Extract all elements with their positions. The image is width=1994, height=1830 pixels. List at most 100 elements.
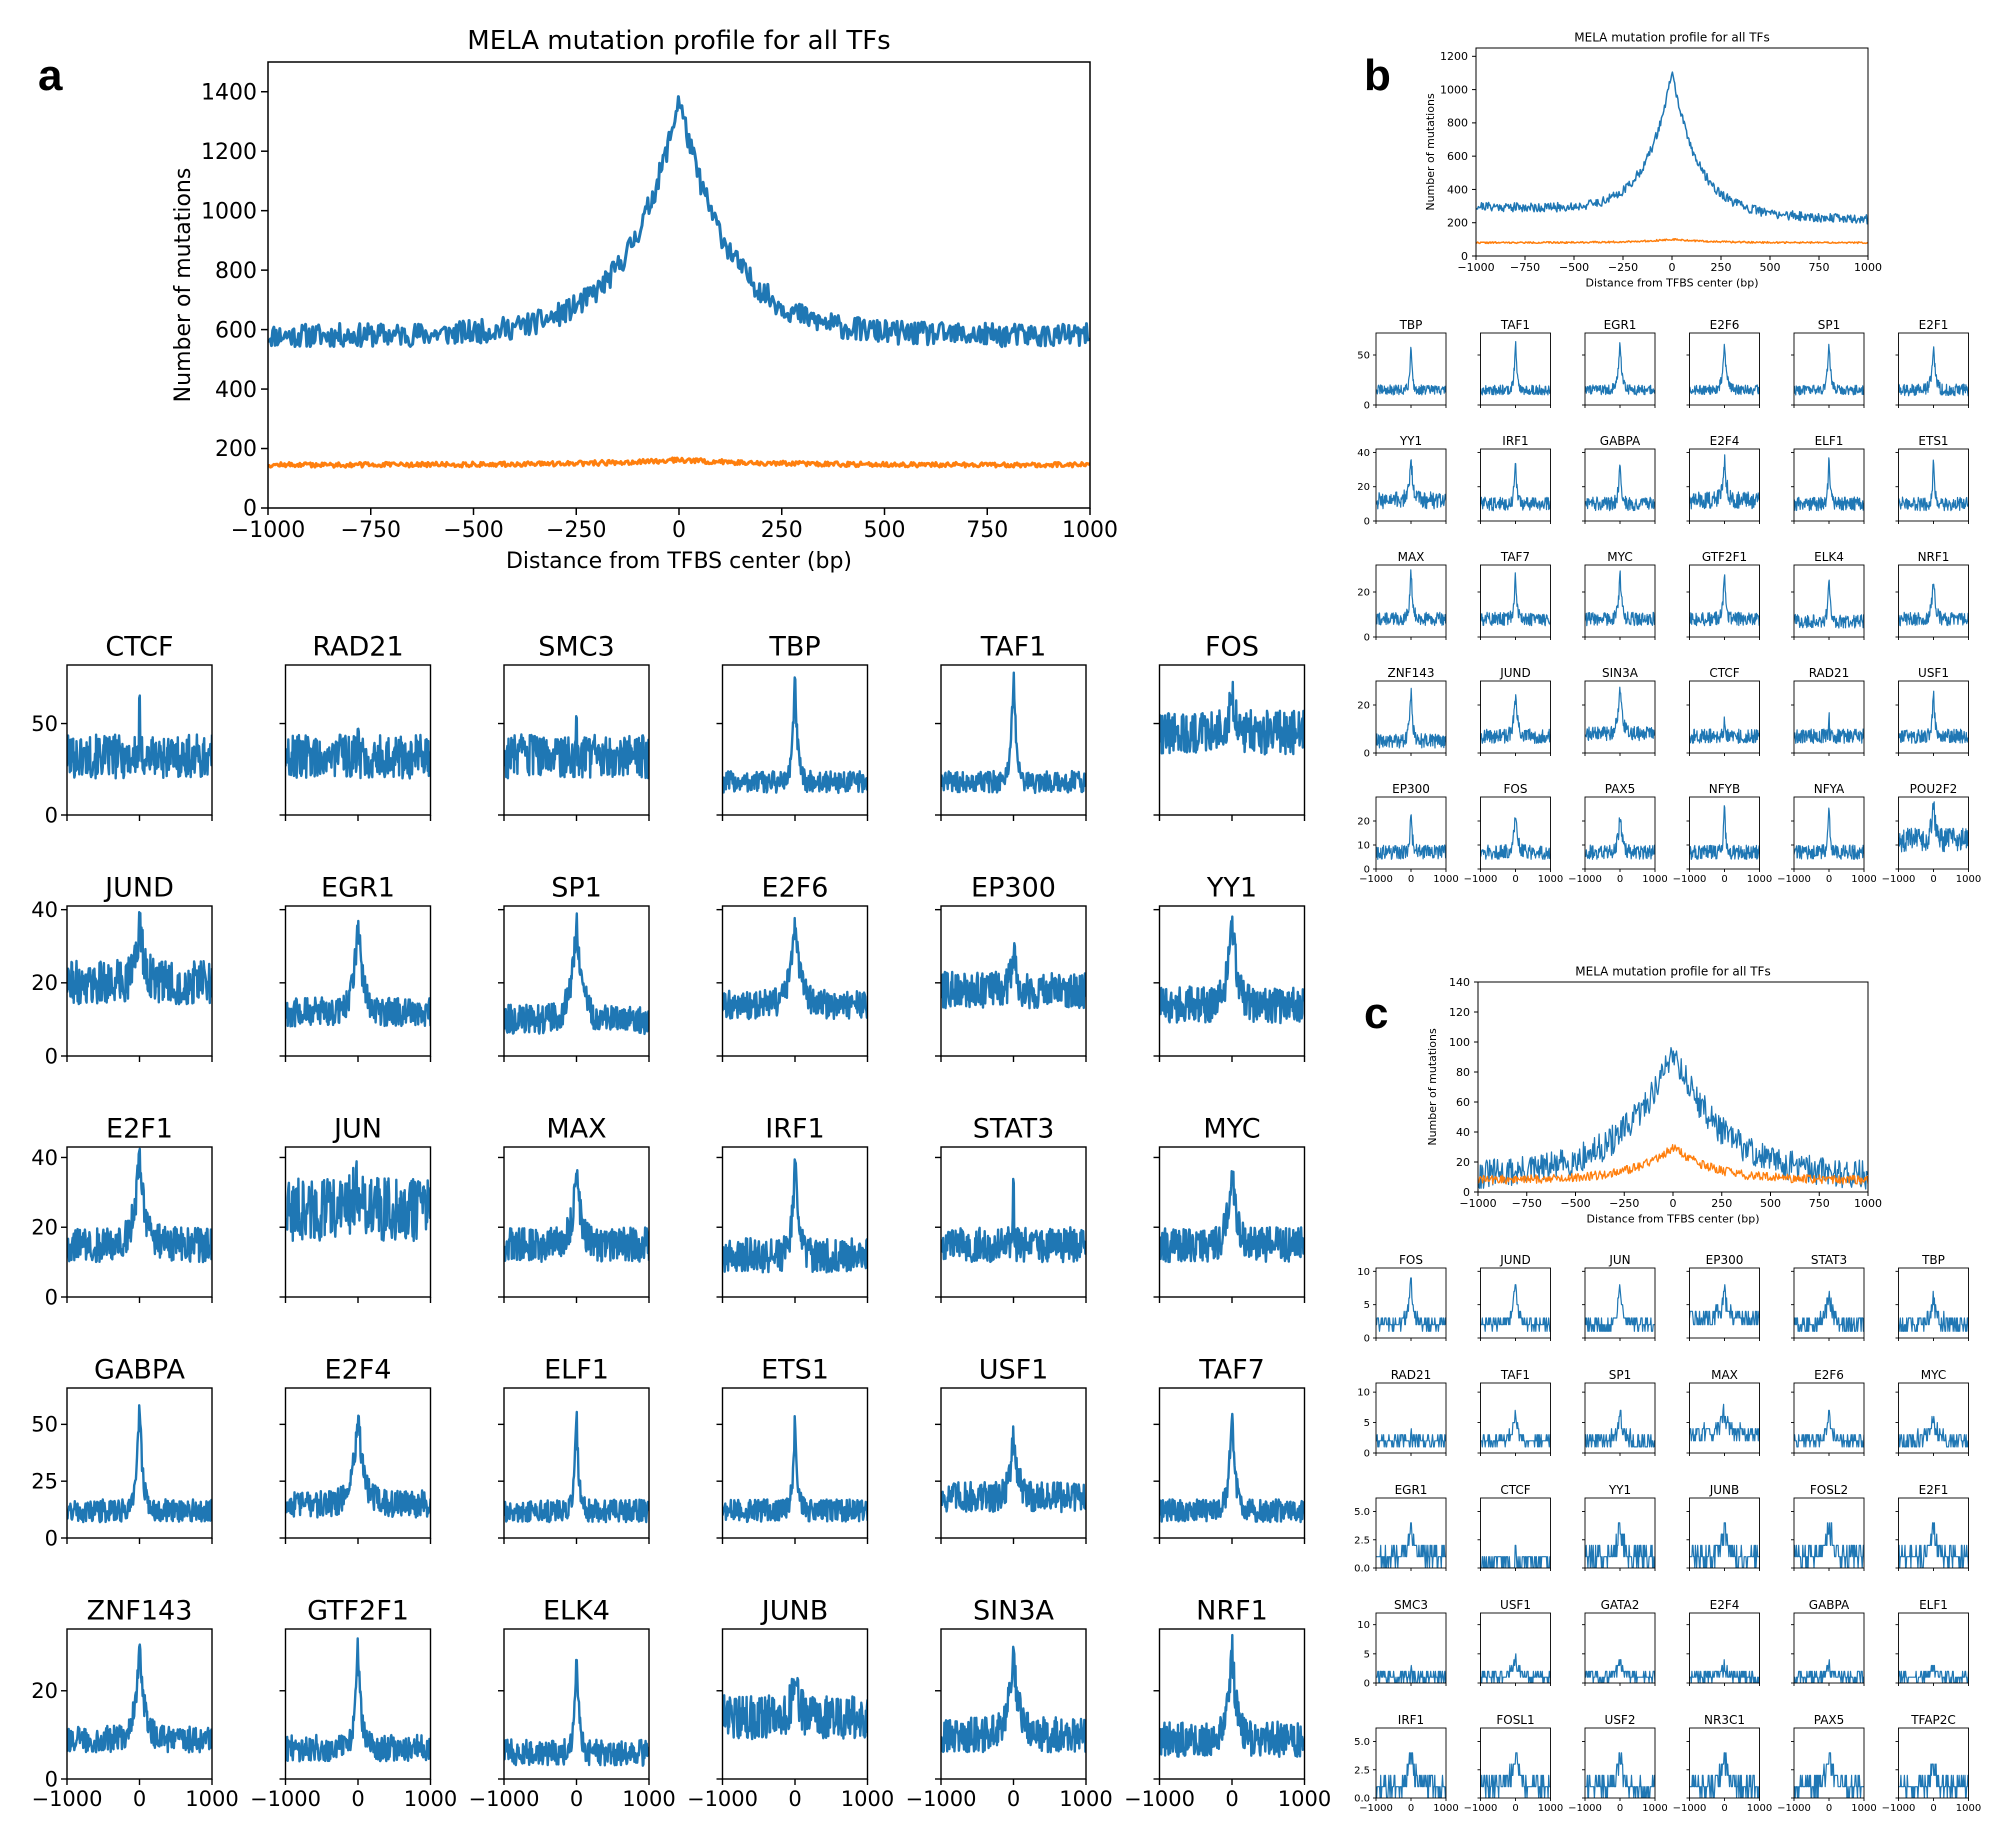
subplot-lines — [1689, 1752, 1760, 1798]
series-line — [1689, 1752, 1760, 1798]
series-line — [1794, 1659, 1864, 1683]
x-tick-label: 0 — [1930, 1803, 1936, 1814]
x-tick-label: 1000 — [1538, 874, 1563, 885]
subplot-lines — [1480, 1752, 1551, 1798]
subplot-title: JUND — [103, 873, 174, 904]
subplot-lines — [1585, 1409, 1655, 1448]
subplot-lines — [1376, 1664, 1446, 1683]
y-tick-label: 200 — [215, 437, 257, 462]
subplot-title: RAD21 — [312, 632, 403, 663]
y-tick-label: 0 — [1461, 250, 1468, 263]
series-line — [67, 1643, 212, 1754]
y-tick-label: 50 — [31, 1413, 58, 1437]
y-tick-label: 1000 — [201, 199, 257, 224]
y-tick-label: 1200 — [1440, 50, 1468, 63]
subplot-e2f4: E2F4 — [1686, 434, 1760, 524]
series-line — [722, 1676, 868, 1741]
series-line — [1376, 1522, 1446, 1568]
subplot-lines — [1480, 1409, 1551, 1448]
subplot-lines — [1898, 459, 1969, 512]
subplot-ctcf: CTCF — [1686, 666, 1760, 756]
subplot-lines — [941, 1645, 1086, 1754]
y-tick-label: 0 — [45, 1044, 58, 1068]
x-tick-label: 1000 — [1851, 874, 1876, 885]
subplot-lines — [1480, 1653, 1551, 1683]
subplot-lines — [504, 1410, 649, 1524]
series-line — [1376, 1752, 1446, 1798]
subplot-lines — [941, 1425, 1086, 1514]
series-line — [1898, 801, 1969, 853]
y-tick-label: 20 — [31, 971, 58, 995]
series-line — [941, 1177, 1086, 1264]
y-tick-label: 25 — [31, 1470, 58, 1494]
x-tick-label: 500 — [1760, 261, 1781, 274]
y-tick-label: 40 — [1456, 1126, 1470, 1139]
subplot-lines — [1794, 457, 1864, 512]
x-tick-label: 0 — [1512, 1803, 1518, 1814]
x-tick-label: −1000 — [1777, 874, 1811, 885]
x-tick-label: 1000 — [841, 1787, 894, 1811]
subplot-title: E2F1 — [1919, 1483, 1949, 1497]
subplot-e2f6: E2F6 — [716, 873, 869, 1062]
y-tick-label: 0.0 — [1354, 1564, 1370, 1575]
subplot-elk4: ELK4 — [1791, 550, 1865, 640]
subplot-lines — [1585, 1659, 1655, 1683]
series-line — [1159, 1412, 1305, 1524]
series-line — [1376, 1664, 1446, 1683]
series-line — [1898, 1522, 1969, 1568]
series-line — [1376, 687, 1446, 749]
subplot-title: EGR1 — [1604, 318, 1637, 332]
x-tick-label: −1000 — [1457, 261, 1494, 274]
subplot-title: SIN3A — [973, 1596, 1054, 1627]
x-tick-label: 0 — [133, 1787, 146, 1811]
series-line — [1159, 915, 1305, 1025]
x-tick-label: 1000 — [1059, 1787, 1112, 1811]
y-tick-label: 20 — [1357, 701, 1370, 712]
subplot-sp1: SP1 — [1791, 318, 1865, 408]
subplot-lines — [1689, 1284, 1760, 1326]
subplot-title: E2F1 — [1919, 318, 1949, 332]
subplot-lines — [1689, 454, 1760, 510]
subplot-irf1: IRF1 — [716, 1114, 869, 1303]
series-line — [1689, 343, 1760, 396]
series-line — [1480, 1653, 1551, 1683]
x-axis-label: Distance from TFBS center (bp) — [1586, 1212, 1759, 1225]
subplot-tbp: TBP — [1895, 1253, 1969, 1341]
subplot-title: YY1 — [1608, 1483, 1631, 1497]
subplot-lines — [941, 671, 1086, 795]
x-tick-label: 1000 — [622, 1787, 675, 1811]
subplot-title: USF2 — [1605, 1713, 1636, 1727]
x-tick-label: −1000 — [31, 1787, 102, 1811]
subplot-title: MAX — [1711, 1368, 1738, 1382]
x-axis-label: Distance from TFBS center (bp) — [1585, 276, 1758, 289]
subplot-myc: MYC — [1153, 1114, 1306, 1303]
subplot-lines — [1794, 1522, 1864, 1568]
subplot-title: EGR1 — [1395, 1483, 1428, 1497]
x-tick-label: 250 — [1711, 1197, 1732, 1210]
x-tick-label: 1000 — [1642, 1803, 1667, 1814]
y-tick-label: 5.0 — [1354, 1737, 1370, 1748]
subplot-fosl1: FOSL1 −1000 0 1000 — [1464, 1713, 1564, 1814]
subplot-e2f1: E2F1 — [1895, 1483, 1969, 1571]
y-tick-label: 5.0 — [1354, 1507, 1370, 1518]
subplot-lines — [722, 1158, 868, 1274]
x-tick-label: 1000 — [1642, 874, 1667, 885]
x-tick-label: 0 — [1617, 1803, 1623, 1814]
series-line — [1480, 817, 1551, 860]
subplot-gtf2f1: GTF2F1 −1000 0 1000 — [250, 1596, 457, 1811]
subplot-lines — [1159, 680, 1305, 756]
y-tick-label: 50 — [1357, 351, 1370, 362]
subplot-title: SP1 — [551, 873, 602, 904]
subplot-tbp: TBP 0 50 — [1357, 318, 1447, 412]
series-line — [1376, 569, 1446, 627]
series-line — [1898, 583, 1969, 627]
chart-c-grid: FOS 0 5 10 JUND JUN EP300 STAT3 TBP RAD21 0 5 10 TAF1… — [1354, 1253, 1981, 1814]
series-line — [1480, 341, 1551, 396]
x-tick-label: 500 — [864, 518, 906, 543]
subplot-title: MYC — [1203, 1114, 1260, 1145]
x-tick-label: 1000 — [1433, 874, 1458, 885]
subplot-lines — [1480, 462, 1551, 512]
subplot-title: RAD21 — [1391, 1368, 1432, 1382]
subplot-taf1: TAF1 — [1477, 318, 1551, 408]
panel-label-b: b — [1364, 51, 1391, 100]
